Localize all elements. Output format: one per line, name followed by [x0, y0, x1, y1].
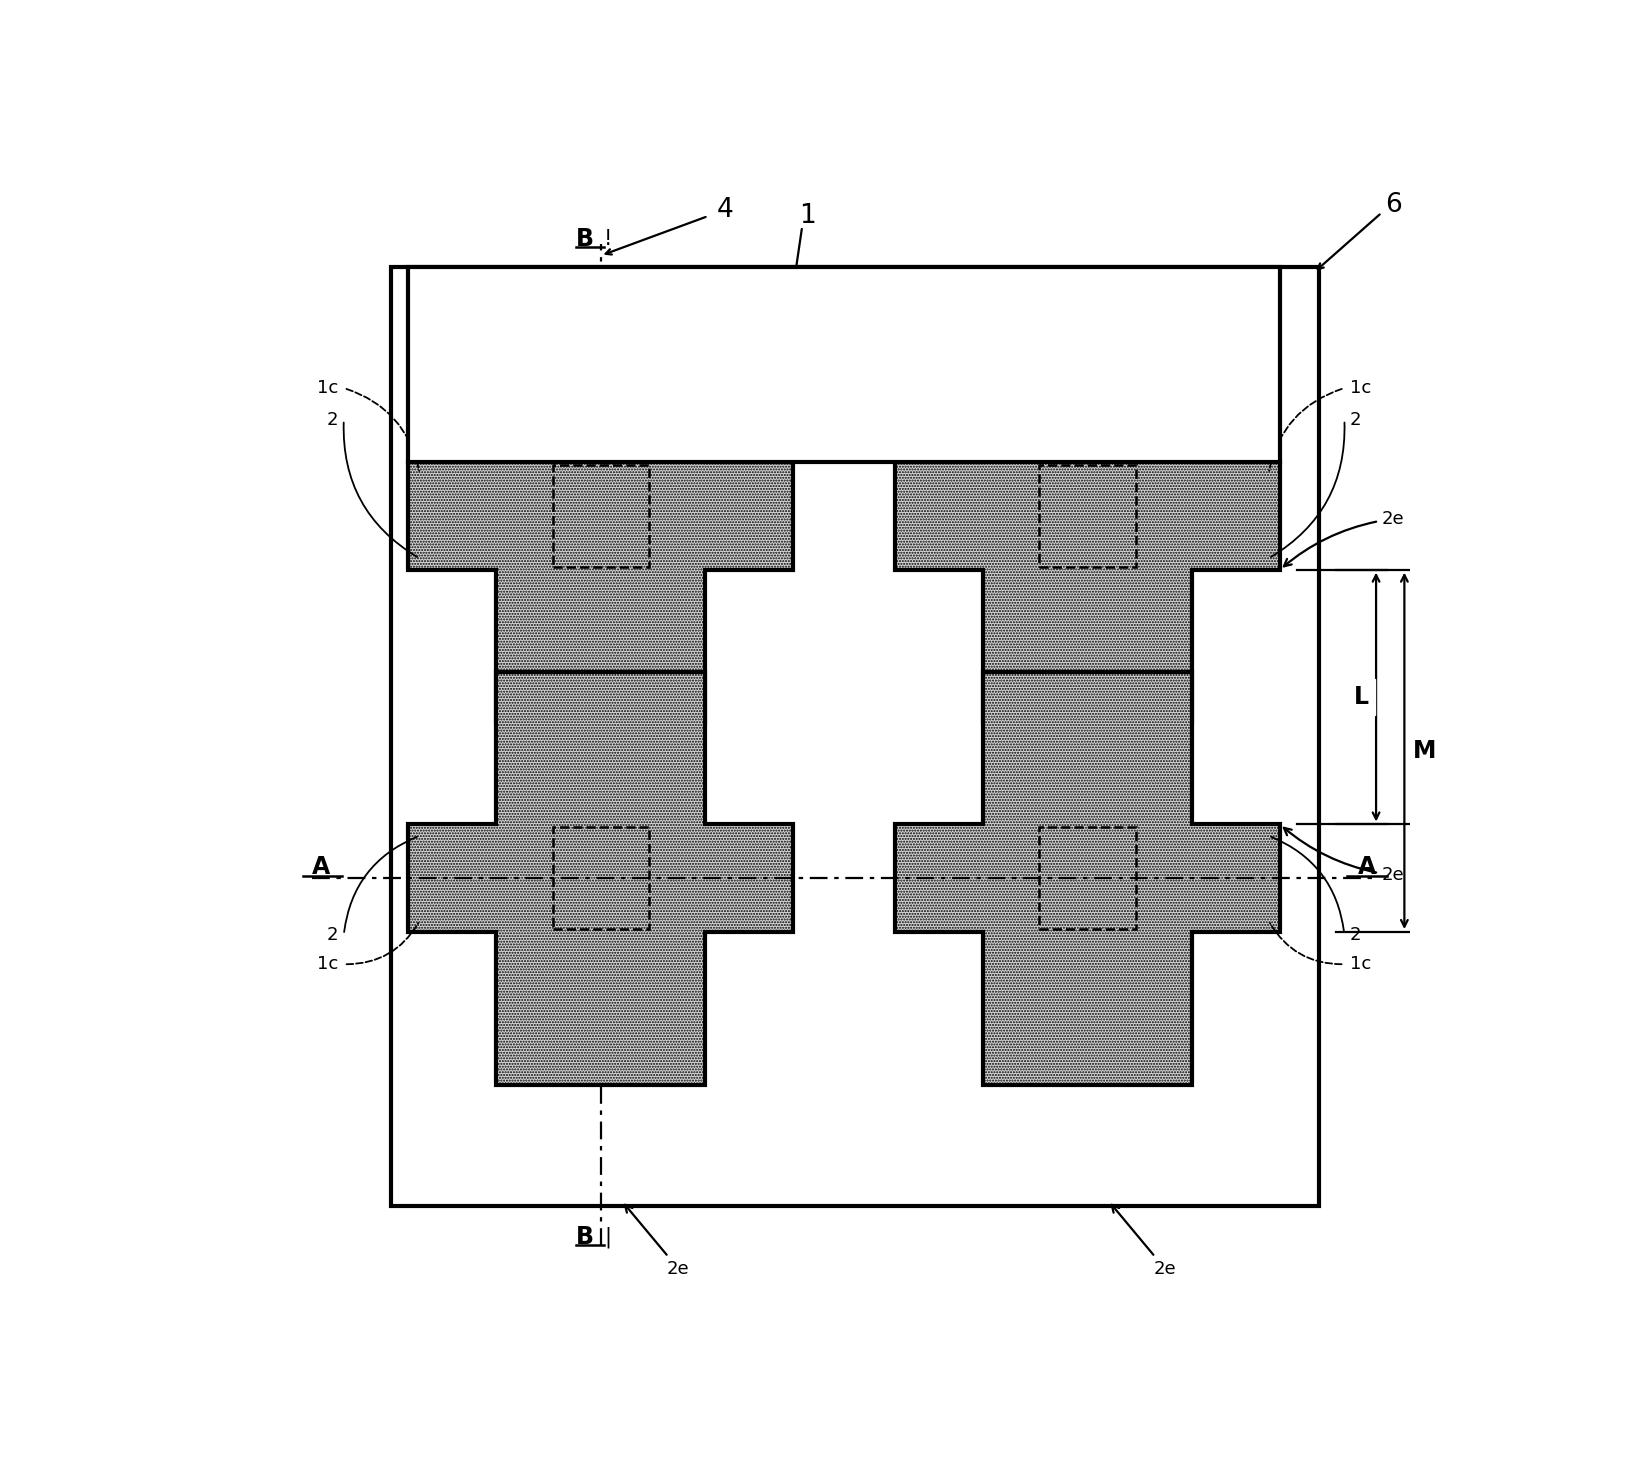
Text: 1c: 1c — [1351, 379, 1372, 397]
Text: B: B — [576, 1225, 595, 1250]
Bar — [553, 828, 649, 929]
Text: M: M — [1413, 739, 1436, 763]
Text: 2: 2 — [1351, 926, 1362, 944]
Text: |: | — [604, 1226, 611, 1248]
Text: 1: 1 — [799, 203, 817, 229]
Text: A: A — [1357, 856, 1377, 879]
Text: 2: 2 — [326, 926, 338, 944]
Bar — [1039, 465, 1135, 567]
Text: 2: 2 — [326, 410, 338, 429]
Bar — [392, 268, 1319, 1207]
Text: 6: 6 — [1385, 191, 1402, 218]
Bar — [1039, 828, 1135, 929]
Text: 1c: 1c — [316, 956, 338, 973]
Text: 2e: 2e — [1112, 1205, 1176, 1277]
Polygon shape — [894, 309, 1280, 723]
Polygon shape — [894, 672, 1280, 1085]
Text: 2: 2 — [1351, 410, 1362, 429]
Text: 2e: 2e — [624, 1205, 690, 1277]
Bar — [408, 268, 1280, 462]
Text: B: B — [576, 226, 595, 251]
Polygon shape — [408, 672, 794, 1085]
Polygon shape — [408, 309, 794, 723]
Text: !: ! — [604, 229, 613, 248]
Text: 2e: 2e — [1285, 828, 1405, 885]
Text: 4: 4 — [716, 197, 733, 223]
Text: A: A — [311, 856, 331, 879]
Text: 2e: 2e — [1285, 510, 1405, 566]
Text: 1c: 1c — [316, 379, 338, 397]
Text: 1c: 1c — [1351, 956, 1372, 973]
Bar — [553, 465, 649, 567]
Text: L: L — [1354, 685, 1369, 709]
